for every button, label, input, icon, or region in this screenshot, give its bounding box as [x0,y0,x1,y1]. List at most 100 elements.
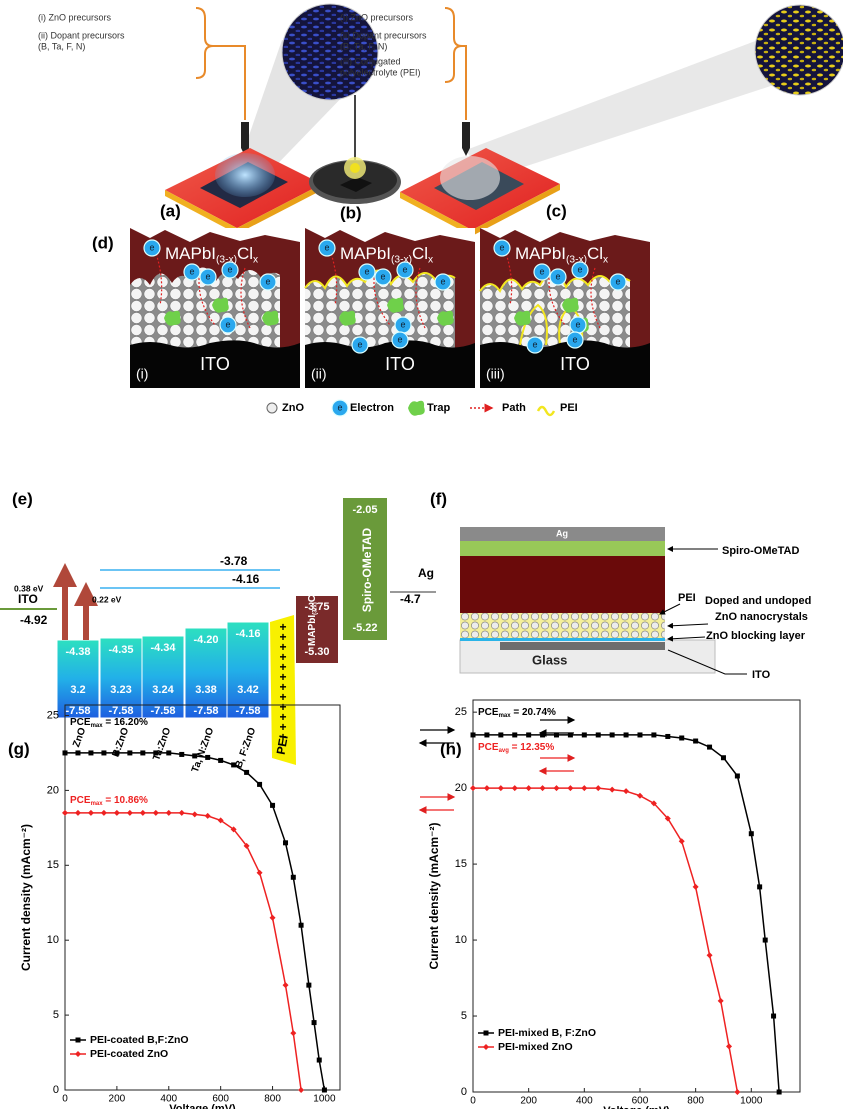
electron-symbol: e [189,266,194,276]
precursor-text: (iii) Conjugated [340,56,401,66]
electron [219,316,237,334]
x-tick-label: 600 [632,1096,649,1107]
band-column [184,627,228,719]
data-point [74,809,81,816]
data-point [553,732,559,738]
legend-label: PEI [560,402,578,414]
panel-label: (h) [440,739,462,758]
pei-charge: + [279,690,286,704]
layer-label: Doped and undoped [705,595,811,607]
electron-symbol: e [324,242,329,252]
data-point [581,732,587,738]
ito-region [130,340,300,388]
panel-index: (i) [136,366,148,382]
data-point [567,732,573,738]
data-point [720,755,726,761]
plot-frame [64,704,341,1091]
data-point [776,1089,782,1095]
top-edge [305,228,475,242]
formula-subscript: (3-x) [391,254,412,265]
energy-label: -5.30 [304,646,329,658]
column-name: Ta, N:ZnO [190,726,216,774]
callout [667,649,747,675]
nozzle-tip [462,148,470,156]
electron-symbol: e [225,319,230,329]
data-point [290,874,296,880]
electron [351,336,369,354]
electron-symbol: e [577,264,582,274]
energy-label: Spiro-OMeTAD [360,527,374,612]
x-tick-label: 800 [264,1094,281,1105]
precursor-text: (B, Ta, F, N) [38,41,85,51]
data-point [243,842,250,849]
data-point [139,809,146,816]
data-point [678,838,685,845]
electron [183,263,201,281]
formula-text: Cl [412,244,428,263]
panel-label: (f) [430,489,447,508]
electron-symbol: e [539,266,544,276]
legend-label: Trap [427,402,451,414]
zno-layer [460,613,665,638]
electron-symbol: e [337,402,342,412]
pei-charge: + [279,710,286,724]
data-point [217,817,224,824]
trap [262,310,279,326]
formula-subscript: x [428,254,433,265]
electron-symbol: e [402,264,407,274]
panel-label: (d) [92,233,114,252]
spiro-band [343,498,387,640]
electron-symbol: e [265,276,270,286]
data-point [127,750,133,756]
y-tick-label: 25 [47,709,59,721]
formula-text: Cl [587,244,603,263]
legend-label: PEI-coated ZnO [90,1048,168,1060]
electron-symbol: e [380,271,385,281]
callout [659,603,681,615]
data-point [306,982,312,988]
annotation-text: = 20.74% [511,707,556,718]
precursor-text: (ii) Dopant precursors [38,30,125,40]
x-tick-label: 600 [212,1094,229,1105]
trap [514,310,531,326]
data-point [316,1057,322,1063]
pei-charge: + [279,680,286,694]
data-point [230,826,237,833]
data-point [636,792,643,799]
formula-text: Cl [307,592,318,602]
substrate-edge [237,184,322,234]
data-point [483,785,490,792]
data-point [270,802,276,808]
data-point [623,732,629,738]
energy-label: Ag [418,566,434,580]
data-point [748,831,754,837]
x-tick-label: 400 [160,1094,177,1105]
data-point [101,750,107,756]
spray [215,153,275,197]
energy-label: 3.23 [110,684,131,696]
data-point [191,811,198,818]
electron [374,268,392,286]
electron-symbol: e [397,334,402,344]
data-point [581,785,588,792]
energy-label: -4.7 [400,592,421,606]
substrate-label: ITO [385,354,415,374]
zno-layer [130,267,280,350]
electron [566,331,584,349]
pei-charge: + [279,630,286,644]
data-point [205,754,211,760]
electron-symbol: e [205,271,210,281]
energy-label: -7.58 [235,705,260,717]
feed-line [462,45,467,120]
electron-symbol: e [499,242,504,252]
perovskite-layer [460,556,665,613]
x-tick-label: 200 [520,1096,537,1107]
data-point [526,732,532,738]
trap [387,297,404,313]
pei-charge: + [279,640,286,654]
substrate-edge [165,190,237,234]
